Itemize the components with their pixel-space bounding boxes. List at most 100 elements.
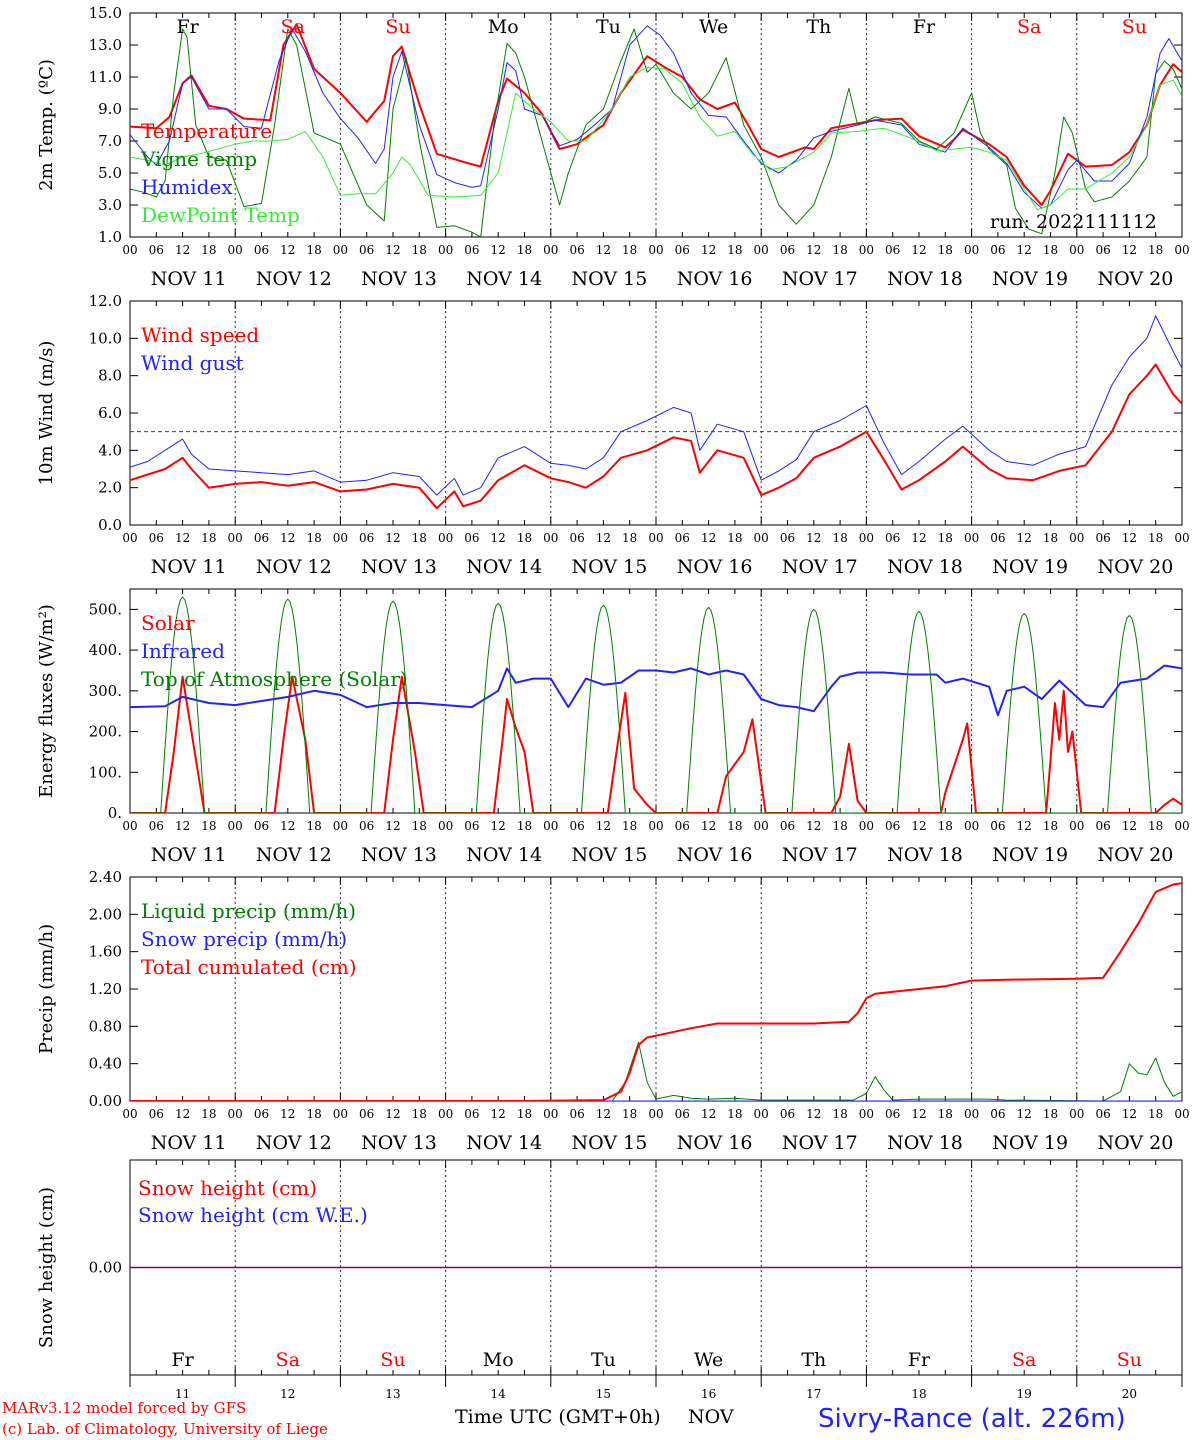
hour-tick-label: 12 <box>911 1107 926 1121</box>
hour-tick-label: 00 <box>438 1107 453 1121</box>
hour-tick-label: 18 <box>412 1107 427 1121</box>
date-label: NOV 12 <box>256 844 332 866</box>
legend-entry: Top of Atmosphere (Solar) <box>141 667 408 691</box>
y-tick-label: 0.0 <box>98 516 122 534</box>
hour-tick-label: 12 <box>806 819 821 833</box>
day-name-label: Mo <box>483 1349 514 1371</box>
y-tick-label: 0.40 <box>89 1055 122 1073</box>
hour-tick-label: 12 <box>1122 1107 1137 1121</box>
series-group <box>130 596 1182 813</box>
y-axis-label: Energy fluxes (W/m²) <box>36 604 57 798</box>
date-label: NOV 17 <box>782 844 858 866</box>
hour-tick-label: 00 <box>122 819 137 833</box>
date-label: NOV 19 <box>992 1132 1068 1154</box>
hour-tick-label: 06 <box>885 243 900 257</box>
hour-tick-label: 12 <box>911 819 926 833</box>
hour-tick-label: 12 <box>491 819 506 833</box>
hour-tick-label: 06 <box>885 819 900 833</box>
hour-tick-label: 06 <box>254 243 269 257</box>
hour-tick-label: 18 <box>306 1107 321 1121</box>
hour-tick-label: 06 <box>359 243 374 257</box>
y-tick-label: 0.00 <box>89 1259 122 1277</box>
hour-tick-label: 06 <box>254 1107 269 1121</box>
y-tick-label: 12.0 <box>89 292 122 310</box>
day-name-label: Su <box>385 16 410 38</box>
hour-tick-label: 00 <box>1174 819 1189 833</box>
series-line-total-cumulated-cm <box>130 882 1182 1101</box>
hour-tick-label: 12 <box>385 1107 400 1121</box>
meteogram-panels: 1.0 3.0 5.0 7.0 9.0 11.0 13.0 15.0 2m Temp. (ºC)… <box>36 4 1190 1401</box>
hour-tick-label: 06 <box>1095 531 1110 545</box>
hour-tick-label: 18 <box>201 819 216 833</box>
y-tick-label: 10.0 <box>89 329 122 347</box>
day-number-label: 18 <box>911 1387 926 1401</box>
hour-tick-label: 12 <box>385 819 400 833</box>
hour-tick-label: 18 <box>727 531 742 545</box>
hour-tick-label: 00 <box>228 1107 243 1121</box>
date-label: NOV 11 <box>151 268 227 290</box>
hour-tick-label: 00 <box>1069 243 1084 257</box>
y-tick-label: 500. <box>89 600 122 618</box>
hour-tick-label: 06 <box>675 243 690 257</box>
hour-tick-label: 06 <box>675 1107 690 1121</box>
hour-tick-label: 06 <box>990 243 1005 257</box>
hour-tick-label: 12 <box>1017 819 1032 833</box>
hour-tick-label: 12 <box>596 1107 611 1121</box>
day-number-label: 11 <box>175 1387 190 1401</box>
hour-tick-label: 18 <box>1148 243 1163 257</box>
hour-tick-label: 18 <box>1148 819 1163 833</box>
panel-4: 0.00 0.40 0.80 1.20 1.60 2.00 2.40 Precip (mm/h… <box>36 868 1190 1154</box>
hour-tick-label: 06 <box>675 531 690 545</box>
hour-tick-label: 00 <box>438 819 453 833</box>
hour-tick-label: 00 <box>754 531 769 545</box>
series-group <box>130 882 1182 1101</box>
day-name-label: Th <box>801 1349 826 1371</box>
hour-tick-label: 00 <box>964 1107 979 1121</box>
hour-tick-label: 12 <box>701 1107 716 1121</box>
legend-entry: Snow precip (mm/h) <box>141 927 347 951</box>
hour-tick-label: 00 <box>333 243 348 257</box>
hour-tick-label: 18 <box>201 531 216 545</box>
hour-tick-label: 06 <box>254 531 269 545</box>
hour-tick-label: 00 <box>648 1107 663 1121</box>
date-label: NOV 11 <box>151 556 227 578</box>
hour-tick-label: 06 <box>675 819 690 833</box>
hour-tick-label: 06 <box>780 243 795 257</box>
hour-tick-label: 18 <box>1148 1107 1163 1121</box>
y-tick-label: 2.0 <box>98 479 122 497</box>
hour-tick-label: 00 <box>228 819 243 833</box>
date-label: NOV 12 <box>256 268 332 290</box>
y-axis-label: 2m Temp. (ºC) <box>36 59 57 191</box>
y-tick-label: 200. <box>89 723 122 741</box>
hour-tick-label: 00 <box>754 819 769 833</box>
hour-tick-label: 00 <box>122 243 137 257</box>
hour-tick-label: 12 <box>1017 243 1032 257</box>
hour-tick-label: 18 <box>938 1107 953 1121</box>
hour-tick-label: 06 <box>359 1107 374 1121</box>
hour-tick-label: 06 <box>990 531 1005 545</box>
day-name-label: Fr <box>176 16 199 38</box>
hour-tick-label: 00 <box>543 531 558 545</box>
hour-tick-label: 00 <box>333 1107 348 1121</box>
hour-tick-label: 18 <box>832 1107 847 1121</box>
hour-tick-label: 00 <box>122 531 137 545</box>
panel-2: 0.0 2.0 4.0 6.0 8.0 10.0 12.0 10m Wind (m/s) Win… <box>36 292 1190 578</box>
y-tick-label: 2.40 <box>89 868 122 886</box>
hour-tick-label: 06 <box>780 1107 795 1121</box>
hour-tick-label: 06 <box>149 243 164 257</box>
y-tick-label: 8.0 <box>98 367 122 385</box>
hour-tick-label: 00 <box>754 243 769 257</box>
hour-tick-label: 06 <box>885 1107 900 1121</box>
date-label: NOV 14 <box>466 268 542 290</box>
day-name-label: Fr <box>171 1349 194 1371</box>
y-tick-label: 0.80 <box>89 1017 122 1035</box>
y-tick-label: 5.0 <box>98 164 122 182</box>
hour-tick-label: 00 <box>859 819 874 833</box>
hour-tick-label: 00 <box>1174 243 1189 257</box>
date-label: NOV 19 <box>992 556 1068 578</box>
hour-tick-label: 00 <box>648 243 663 257</box>
date-label: NOV 18 <box>887 844 963 866</box>
hour-tick-label: 00 <box>859 1107 874 1121</box>
y-tick-label: 15.0 <box>89 4 122 22</box>
